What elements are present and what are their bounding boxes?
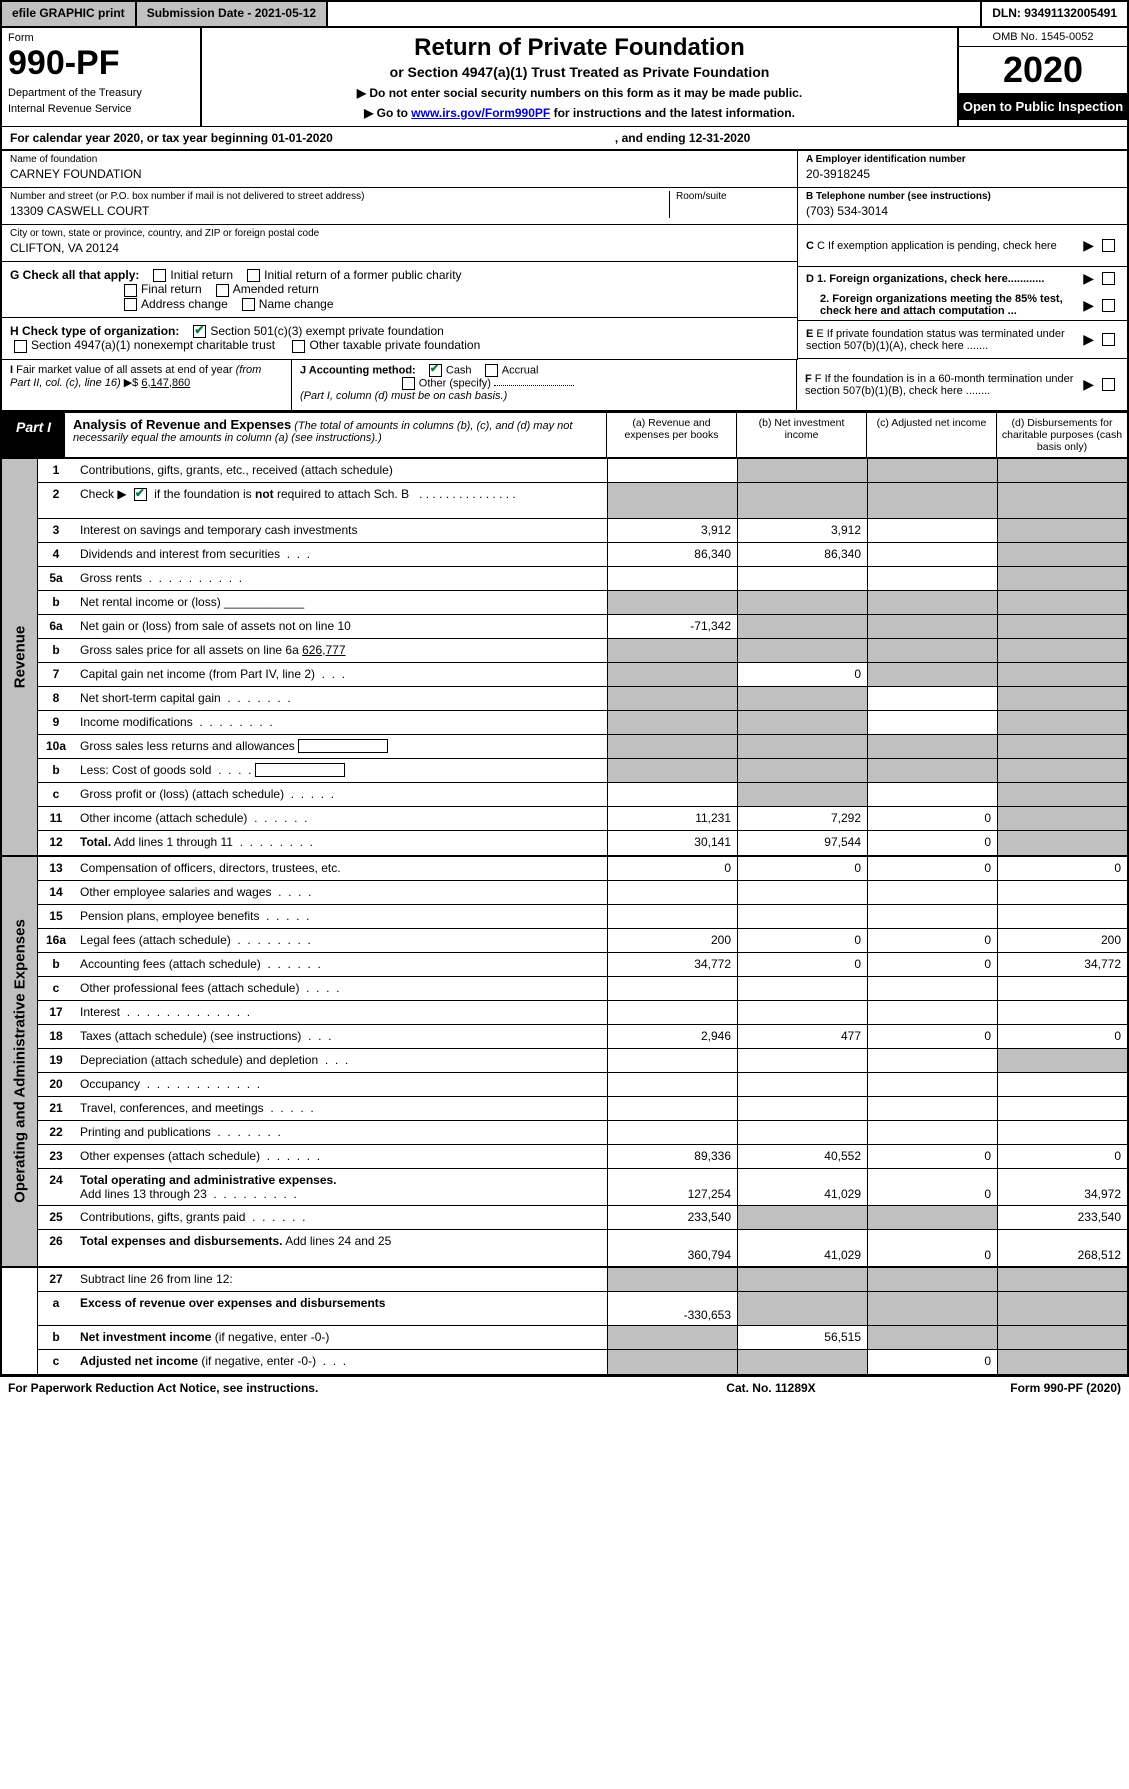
tax-year: 2020 (959, 47, 1127, 93)
form-number: 990-PF (8, 44, 194, 83)
h-check-row: H Check type of organization: Section 50… (2, 318, 797, 360)
city-state-zip: CLIFTON, VA 20124 (10, 241, 789, 255)
fmv-value: 6,147,860 (141, 377, 190, 389)
city-label: City or town, state or province, country… (10, 228, 789, 239)
omb-number: OMB No. 1545-0052 (959, 28, 1127, 47)
instructions-link-line: ▶ Go to www.irs.gov/Form990PF for instru… (208, 106, 951, 120)
i-j-f-row: I Fair market value of all assets at end… (0, 360, 1129, 411)
d1-checkbox[interactable] (1102, 272, 1115, 285)
accrual-checkbox[interactable] (485, 364, 498, 377)
cash-checkbox[interactable] (429, 364, 442, 377)
revenue-section: Revenue 1Contributions, gifts, grants, e… (0, 459, 1129, 857)
part1-header: Part I Analysis of Revenue and Expenses … (0, 411, 1129, 459)
form-title: Return of Private Foundation (208, 34, 951, 62)
cash-basis-note: (Part I, column (d) must be on cash basi… (300, 390, 507, 402)
top-bar: efile GRAPHIC print Submission Date - 20… (0, 0, 1129, 28)
e-checkbox[interactable] (1102, 333, 1115, 346)
form-subtitle: or Section 4947(a)(1) Trust Treated as P… (208, 64, 951, 80)
name-label: Name of foundation (10, 154, 789, 165)
d2-85percent-label: 2. Foreign organizations meeting the 85%… (806, 293, 1083, 317)
submission-date-label: Submission Date - 2021-05-12 (137, 2, 328, 26)
page-footer: For Paperwork Reduction Act Notice, see … (0, 1376, 1129, 1399)
revenue-side-label: Revenue (11, 625, 28, 688)
open-to-public: Open to Public Inspection (959, 93, 1127, 120)
efile-print-button[interactable]: efile GRAPHIC print (2, 2, 137, 26)
address-change-checkbox[interactable] (124, 298, 137, 311)
dept-treasury: Department of the Treasury (8, 87, 194, 99)
f-60month-label: F F If the foundation is in a 60-month t… (805, 373, 1083, 397)
telephone-label: B Telephone number (see instructions) (806, 191, 1119, 202)
f-checkbox[interactable] (1102, 378, 1115, 391)
paperwork-notice: For Paperwork Reduction Act Notice, see … (8, 1381, 671, 1395)
d2-checkbox[interactable] (1102, 299, 1115, 312)
d1-foreign-label: D 1. Foreign organizations, check here..… (806, 273, 1083, 285)
amended-return-checkbox[interactable] (216, 284, 229, 297)
irs-label: Internal Revenue Service (8, 103, 194, 115)
col-a-header: (a) Revenue and expenses per books (607, 413, 737, 457)
schb-checkbox[interactable] (134, 488, 147, 501)
initial-former-checkbox[interactable] (247, 269, 260, 282)
expenses-section: Operating and Administrative Expenses 13… (0, 857, 1129, 1268)
calendar-year-row: For calendar year 2020, or tax year begi… (0, 126, 1129, 151)
other-method-checkbox[interactable] (402, 377, 415, 390)
catalog-number: Cat. No. 11289X (671, 1381, 871, 1395)
form-label: Form (8, 32, 194, 44)
c-exemption-label: C C If exemption application is pending,… (806, 240, 1083, 252)
ein-label: A Employer identification number (806, 154, 1119, 165)
expenses-side-label: Operating and Administrative Expenses (11, 919, 28, 1203)
form-version: Form 990-PF (2020) (871, 1381, 1121, 1395)
form-header: Form 990-PF Department of the Treasury I… (0, 28, 1129, 126)
telephone-value: (703) 534-3014 (806, 204, 1119, 218)
dln-label: DLN: 93491132005491 (980, 2, 1127, 26)
other-taxable-checkbox[interactable] (292, 340, 305, 353)
col-d-header: (d) Disbursements for charitable purpose… (997, 413, 1127, 457)
final-return-checkbox[interactable] (124, 284, 137, 297)
foundation-info: Name of foundation CARNEY FOUNDATION Num… (0, 151, 1129, 360)
initial-return-checkbox[interactable] (153, 269, 166, 282)
col-b-header: (b) Net investment income (737, 413, 867, 457)
street-address: 13309 CASWELL COURT (10, 204, 669, 218)
foundation-name: CARNEY FOUNDATION (10, 167, 789, 181)
ssn-warning: ▶ Do not enter social security numbers o… (208, 86, 951, 100)
e-terminated-label: E E If private foundation status was ter… (806, 328, 1083, 352)
501c3-checkbox[interactable] (193, 325, 206, 338)
ein-value: 20-3918245 (806, 167, 1119, 181)
room-label: Room/suite (676, 191, 789, 202)
c-checkbox[interactable] (1102, 239, 1115, 252)
line27-section: 27Subtract line 26 from line 12: aExcess… (0, 1268, 1129, 1376)
col-c-header: (c) Adjusted net income (867, 413, 997, 457)
g-check-row: G Check all that apply: Initial return I… (2, 262, 797, 318)
part1-tab: Part I (2, 413, 65, 457)
4947-checkbox[interactable] (14, 340, 27, 353)
irs-link[interactable]: www.irs.gov/Form990PF (411, 106, 550, 120)
address-label: Number and street (or P.O. box number if… (10, 191, 669, 202)
name-change-checkbox[interactable] (242, 298, 255, 311)
